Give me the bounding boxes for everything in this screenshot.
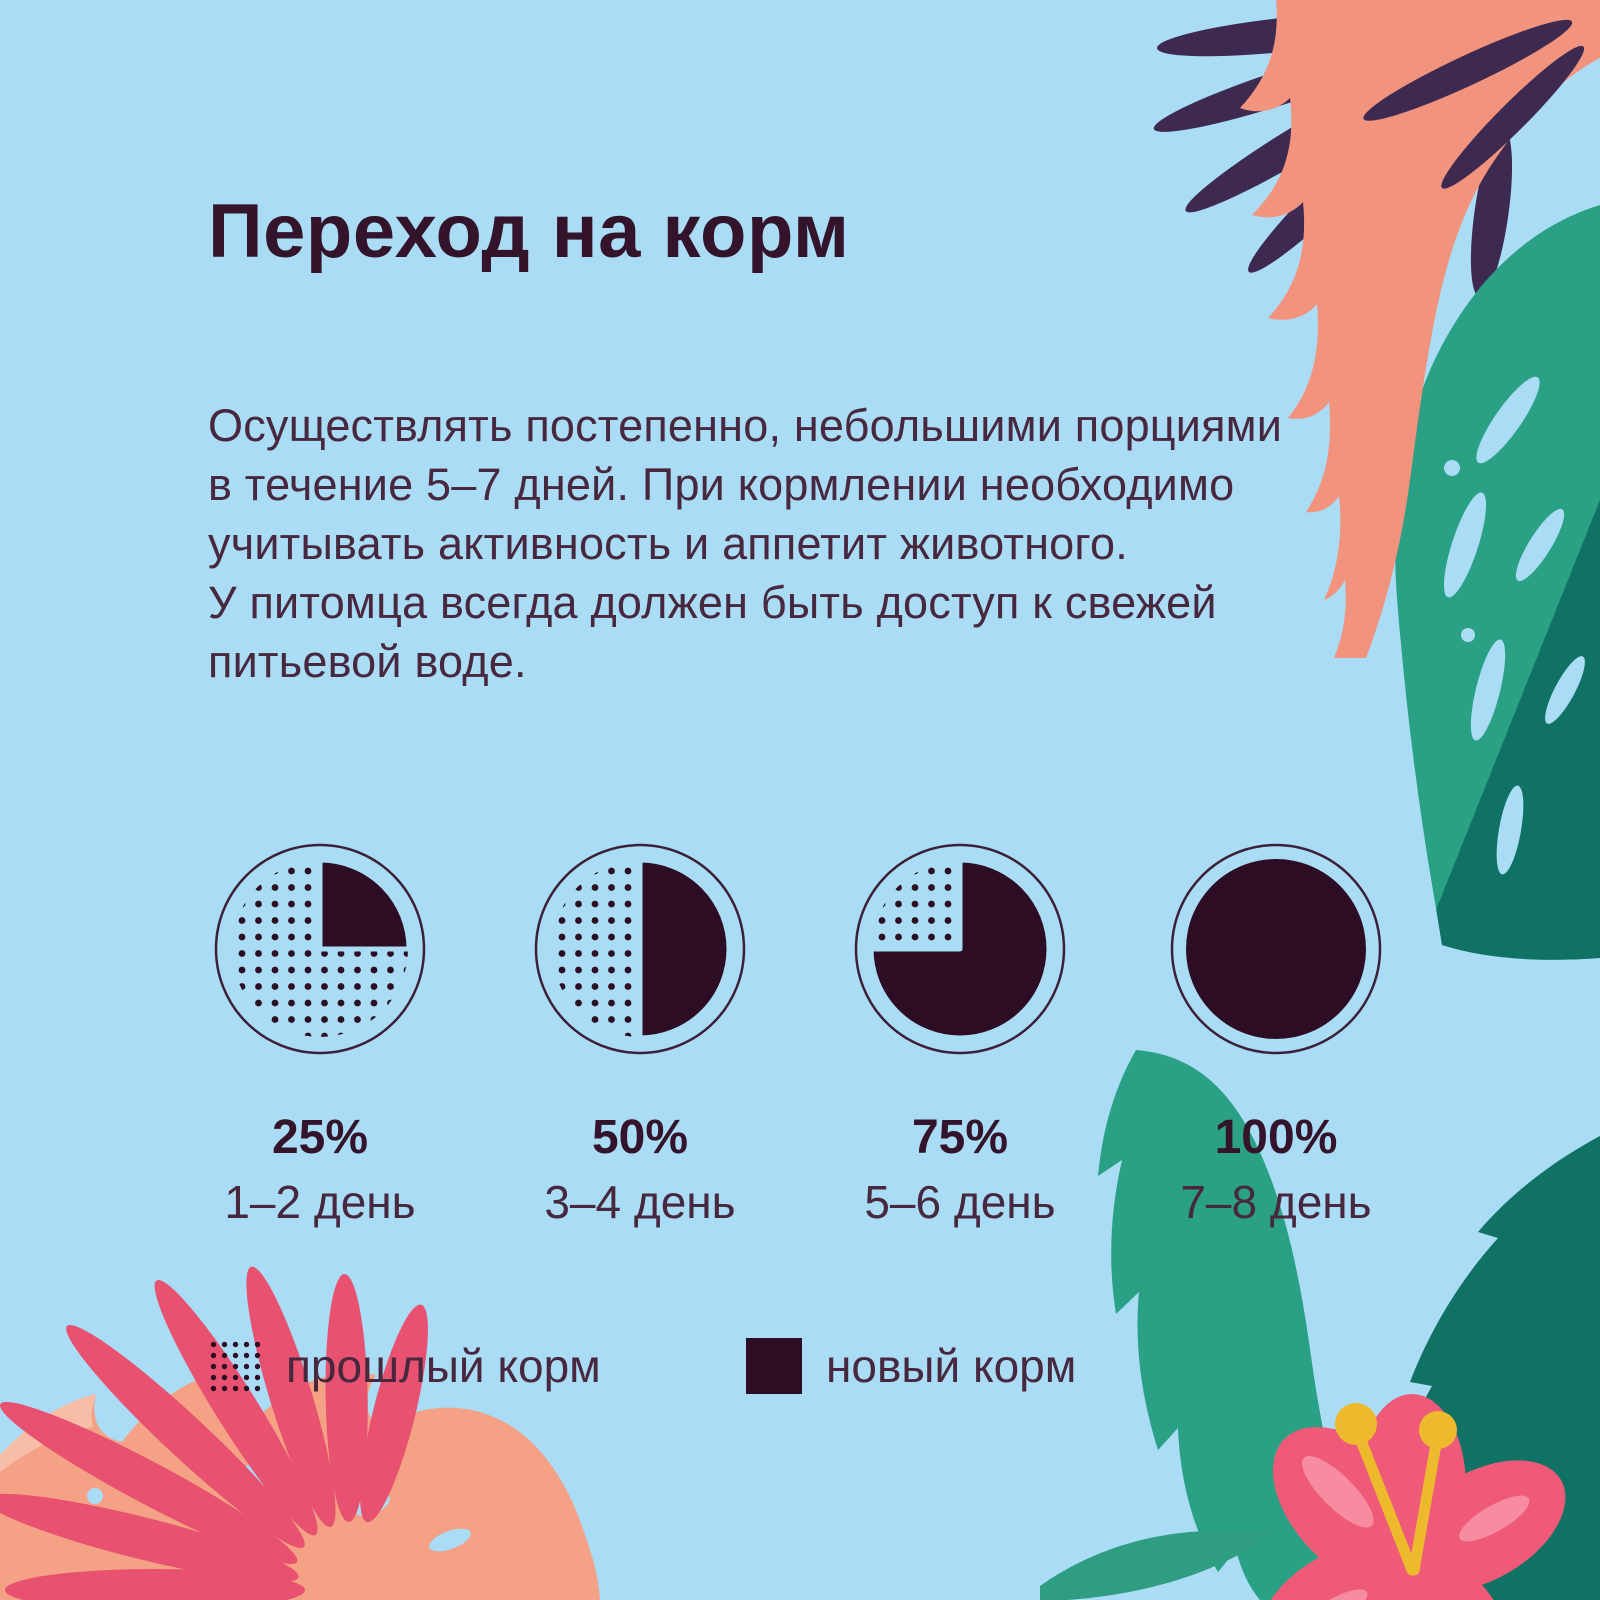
pie-chart-75-percent: [854, 843, 1066, 1055]
stage-percent-label: 75%: [911, 1111, 1009, 1164]
stage-percent-label: 50%: [591, 1111, 689, 1164]
solid-swatch-icon: [746, 1338, 802, 1394]
description-text: Осуществлять постепенно, небольшими порц…: [208, 400, 1283, 687]
pie-chart-100-percent: [1170, 843, 1382, 1055]
page-title: Переход на корм: [208, 189, 850, 274]
stage-days-label: 7–8 день: [1180, 1176, 1372, 1228]
stage-days-label: 3–4 день: [544, 1176, 736, 1228]
legend-new-food: новый корм: [746, 1338, 1076, 1394]
legend-old-food-label: прошлый корм: [286, 1340, 601, 1392]
legend-new-food-label: новый корм: [826, 1340, 1077, 1392]
stage-100-percent: 100% 7–8 день: [1116, 838, 1436, 1229]
legend-old-food: прошлый корм: [208, 1338, 601, 1394]
pie-chart-25-percent: [214, 843, 426, 1055]
stage-percent-label: 100%: [1214, 1111, 1338, 1164]
stage-days-label: 5–6 день: [864, 1176, 1056, 1228]
dotted-swatch-icon: [208, 1339, 262, 1393]
stage-percent-label: 25%: [271, 1111, 369, 1164]
stage-75-percent: 75% 5–6 день: [800, 838, 1120, 1229]
stage-25-percent: 25% 1–2 день: [160, 838, 480, 1229]
stage-days-label: 1–2 день: [224, 1176, 416, 1228]
stage-50-percent: 50% 3–4 день: [480, 838, 800, 1229]
pie-chart-50-percent: [534, 843, 746, 1055]
